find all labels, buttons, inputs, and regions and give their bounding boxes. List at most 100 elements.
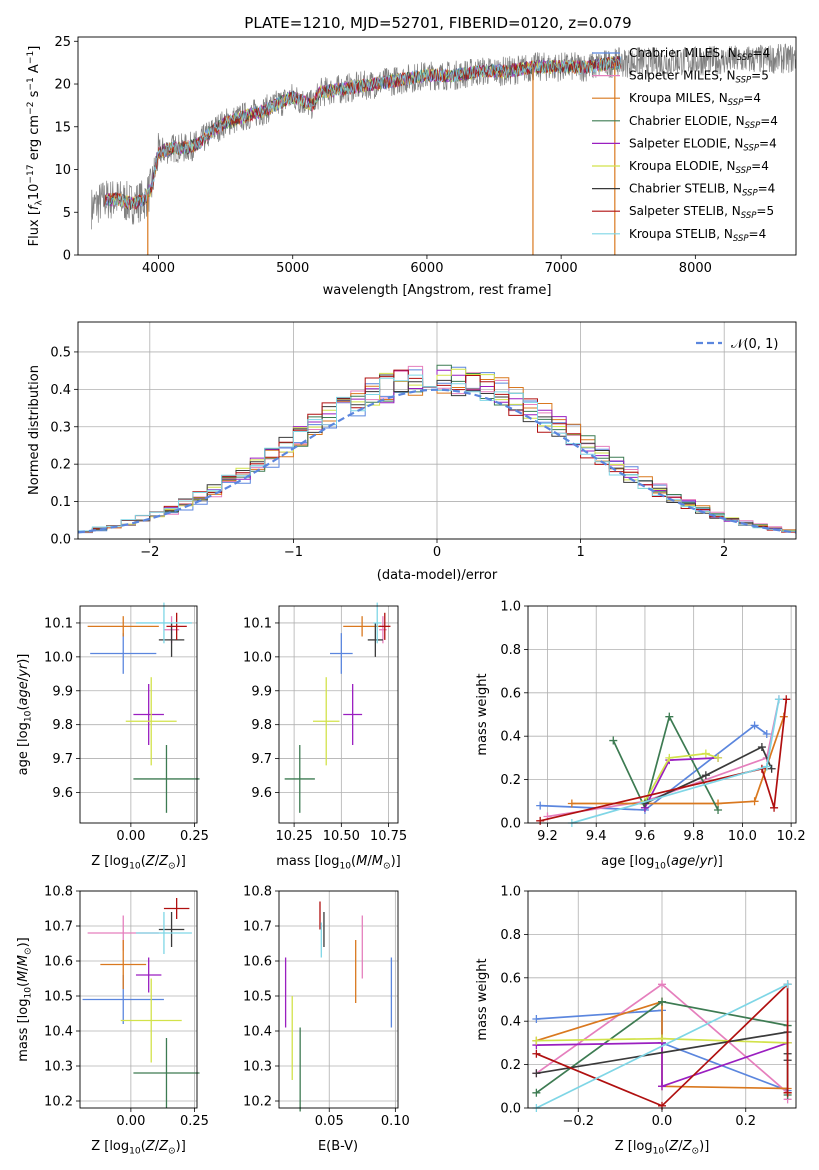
x-tick-label: 9.6	[635, 829, 656, 844]
x-axis-label: Z [log10(Z/Z⊙)]	[615, 1139, 710, 1156]
series-marker	[536, 816, 545, 825]
errorbar-point-salpeter-stelib	[166, 612, 187, 640]
y-tick-label: 10.0	[44, 650, 73, 665]
y-tick-label: 10.5	[44, 990, 73, 1005]
x-tick-label: 0.2	[735, 1114, 756, 1129]
y-tick-label: 0.4	[50, 383, 71, 398]
model-line-chabrier-miles	[104, 56, 622, 211]
series-line	[536, 1042, 788, 1088]
series-marker	[536, 801, 545, 810]
y-tick-label: 10.2	[44, 1095, 73, 1110]
y-tick-label: 10.5	[243, 990, 272, 1005]
y-axis-label: mass weight	[475, 958, 490, 1040]
y-tick-label: 9.8	[52, 718, 73, 733]
y-tick-label: 10.6	[44, 955, 73, 970]
errorbar-point-salpeter-elodie	[133, 683, 164, 746]
panel-age-vs-Z: 0.00 0.25 9.6 9.7 9.8 9.9 10.0 10.1 Z [log10(Z/Z…	[16, 602, 209, 871]
x-tick-label: 2	[720, 545, 728, 560]
y-tick-label: 9.8	[251, 718, 272, 733]
x-tick-label: 0.25	[180, 1114, 209, 1129]
x-tick-label: 10.0	[728, 829, 757, 844]
legend-label-chabrier-elodie: Chabrier ELODIE, NSSP=4	[629, 114, 778, 131]
x-tick-label: 6000	[410, 261, 443, 276]
y-tick-label: 0	[63, 249, 71, 264]
y-tick-label: 0.4	[500, 1015, 521, 1030]
x-tick-label: 0.05	[315, 1114, 344, 1129]
errorbar-point-kroupa-stelib	[135, 602, 192, 644]
y-tick-label: 10.4	[44, 1025, 73, 1040]
series-marker	[750, 721, 759, 730]
plot-area	[284, 602, 391, 813]
panel-spectrum: 4000 5000 6000 7000 8000 0 5 10 15 20 25 PLATE=1210…	[26, 14, 797, 298]
errorbar-point-chabrier-stelib	[367, 622, 383, 657]
y-tick-label: 25	[54, 35, 71, 50]
series-marker	[609, 736, 618, 745]
series-salpeter-stelib	[536, 695, 791, 825]
y-tick-label: 10.0	[243, 650, 272, 665]
y-tick-label: 9.7	[251, 752, 272, 767]
x-tick-label: 9.8	[683, 829, 704, 844]
x-tick-label: 10.2	[777, 829, 806, 844]
series-marker	[782, 695, 791, 704]
y-tick-label: 10.2	[243, 1095, 272, 1110]
panel-weight-vs-age: 9.2 9.4 9.6 9.8 10.0 10.2 0.0 0.2 0.4 0.6 0.8 1.0 ag…	[475, 600, 806, 872]
legend-label-kroupa-miles: Kroupa MILES, NSSP=4	[629, 91, 761, 108]
series-line	[536, 982, 789, 1107]
histogram-salpeter-stelib	[78, 369, 796, 533]
x-tick-label: 10.75	[370, 829, 407, 844]
errorbar-point-chabrier-miles	[330, 633, 353, 674]
panel-mass-vs-ebv: 0.05 0.10 10.2 10.3 10.4 10.5 10.6 10.7 10.8	[243, 885, 410, 1130]
x-axis-label: wavelength [Angstrom, rest frame]	[323, 283, 552, 298]
y-tick-label: 0.4	[500, 730, 521, 745]
plot-area	[87, 602, 200, 813]
x-axis-label: age [log10(age/yr)]	[601, 854, 723, 871]
errorbar-point-salpeter-elodie	[135, 957, 162, 993]
series-marker	[532, 1088, 541, 1097]
series-marker	[714, 753, 723, 762]
y-axis-label: Flux [fλ10−17 erg cm−2 s−1 A−1]	[26, 46, 44, 247]
series-marker	[532, 1015, 541, 1024]
errorbar-point-chabrier-miles	[90, 633, 157, 674]
legend-label-salpeter-stelib: Salpeter STELIB, NSSP=5	[629, 204, 774, 221]
panel-age-vs-mass: 10.25 10.50 10.75 9.6 9.7 9.8 9.9 10.0 10.1 mass …	[243, 602, 407, 871]
series-marker	[532, 1036, 541, 1045]
errorbar-point-kroupa-elodie	[313, 677, 340, 766]
series-marker	[774, 695, 783, 704]
errorbar-point-kroupa-elodie	[120, 978, 182, 1063]
series-marker	[767, 764, 776, 773]
y-tick-label: 10.8	[44, 885, 73, 900]
series-marker	[714, 805, 723, 814]
series-line	[547, 699, 780, 818]
legend-label-salpeter-elodie: Salpeter ELODIE, NSSP=4	[629, 136, 777, 153]
errorbar-point-kroupa-stelib	[135, 912, 192, 954]
series-marker	[658, 980, 666, 989]
series-marker	[658, 1082, 666, 1091]
x-tick-label: 9.2	[537, 829, 558, 844]
y-tick-label: 10.1	[44, 616, 73, 631]
y-tick-label: 0.3	[50, 420, 71, 435]
model-line-salpeter-stelib	[104, 55, 622, 210]
x-tick-label: 0.00	[116, 829, 145, 844]
axes-frame	[278, 605, 399, 824]
y-tick-label: 10.6	[243, 955, 272, 970]
y-tick-label: 0.1	[50, 495, 71, 510]
x-tick-label: −1	[284, 545, 303, 560]
y-axis-label: age [log10(age/yr)]	[16, 654, 33, 776]
y-tick-label: 10.4	[243, 1025, 272, 1040]
x-tick-label: 10.25	[276, 829, 313, 844]
series-marker	[783, 980, 792, 989]
legend: Chabrier MILES, NSSP=4 Salpeter MILES, NS…	[592, 46, 778, 244]
series-line	[540, 724, 768, 811]
y-tick-label: 1.0	[500, 600, 521, 615]
axes-frame	[77, 36, 797, 256]
x-tick-label: 0.00	[116, 1114, 145, 1129]
errorbar-point-chabrier-elodie	[284, 745, 315, 813]
x-axis-label: Z [log10(Z/Z⊙)]	[91, 854, 186, 871]
y-tick-label: 0.2	[500, 773, 521, 788]
errorbar-point-kroupa-stelib	[373, 602, 381, 644]
x-tick-label: 8000	[679, 261, 712, 276]
series-marker	[750, 797, 759, 806]
y-tick-label: 0.8	[500, 643, 521, 658]
plot-area	[284, 901, 393, 1112]
